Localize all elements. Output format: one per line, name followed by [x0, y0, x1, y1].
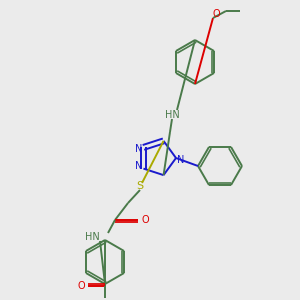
Text: S: S: [136, 181, 144, 191]
Text: HN: HN: [165, 110, 179, 120]
Text: N: N: [135, 160, 142, 171]
Text: O: O: [212, 9, 220, 19]
Text: HN: HN: [85, 232, 100, 242]
Text: O: O: [141, 215, 149, 225]
Text: N: N: [177, 155, 185, 165]
Text: N: N: [135, 144, 142, 154]
Text: O: O: [77, 281, 85, 291]
